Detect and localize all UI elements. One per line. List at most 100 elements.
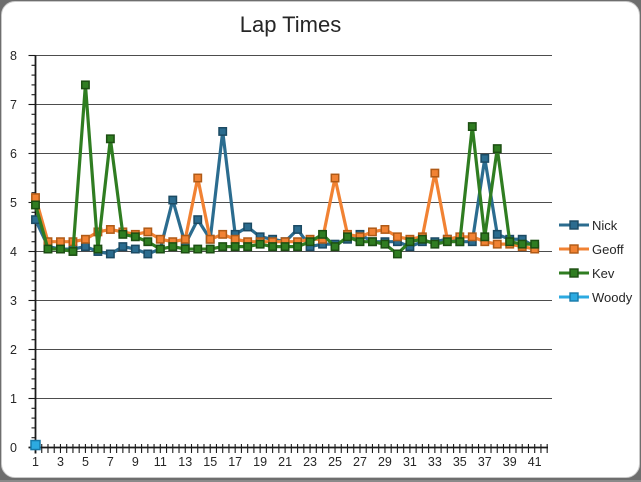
series-kev-marker (155, 244, 165, 254)
series-geoff-marker (218, 229, 228, 239)
legend-label-woody: Woody (592, 289, 633, 305)
series-nick-marker (168, 195, 178, 205)
series-geoff-marker (492, 239, 502, 249)
x-tick-label: 1 (32, 455, 39, 469)
series-geoff-marker (230, 234, 240, 244)
series-kev-marker (80, 80, 90, 90)
x-tick-label: 35 (453, 455, 467, 469)
series-kev-marker (355, 237, 365, 247)
x-tick-label: 39 (503, 455, 517, 469)
legend-marker-nick-icon (559, 220, 589, 230)
series-geoff-marker (392, 232, 402, 242)
legend-item-kev: Kev (558, 261, 632, 285)
series-kev-marker (193, 244, 203, 254)
series-nick-marker (480, 153, 490, 163)
y-tick-label: 7 (10, 98, 17, 112)
series-geoff-marker (56, 237, 65, 247)
legend-label-kev: Kev (592, 265, 615, 281)
chart-title: Lap Times (239, 12, 342, 37)
series-kev-marker (467, 122, 477, 131)
series-kev-marker (218, 242, 228, 252)
x-tick-label: 33 (428, 455, 442, 469)
x-tick-label: 9 (132, 455, 139, 469)
series-kev-marker (56, 244, 65, 254)
series-nick-marker (130, 244, 140, 254)
x-tick-label: 21 (278, 455, 292, 469)
y-tick-label: 8 (10, 49, 17, 63)
series-kev-marker (168, 242, 178, 252)
series-kev-marker (205, 244, 215, 254)
series-kev-marker (430, 239, 440, 249)
series-kev-marker (368, 237, 377, 247)
series-kev-marker (305, 237, 315, 247)
series-kev-marker (318, 229, 327, 239)
y-tick-label: 2 (10, 343, 17, 357)
series-kev-marker (417, 234, 427, 244)
series-kev-marker (505, 237, 515, 247)
series-kev-marker (243, 242, 253, 252)
series-kev-marker (118, 229, 128, 239)
x-tick-label: 11 (154, 455, 167, 469)
series-geoff-marker (31, 193, 40, 203)
series-kev-marker (230, 242, 240, 252)
y-tick-label: 0 (10, 441, 17, 455)
series-kev-marker (343, 232, 352, 242)
x-tick-label: 7 (107, 455, 114, 469)
series-kev-marker (405, 237, 415, 247)
legend-item-nick: Nick (558, 213, 632, 237)
series-nick-marker (105, 249, 115, 259)
series-kev-marker (43, 244, 53, 254)
series-kev-marker (492, 144, 502, 154)
series-nick-marker (193, 215, 203, 225)
x-tick-label: 37 (478, 455, 492, 469)
series-geoff-marker (430, 168, 440, 178)
series-kev-marker (455, 237, 465, 247)
series-kev-marker (517, 239, 527, 249)
legend-marker-woody-icon (559, 292, 589, 302)
legend-item-geoff: Geoff (558, 237, 632, 261)
y-tick-label: 4 (10, 245, 17, 259)
legend-item-woody: Woody (558, 285, 632, 309)
series-geoff-marker (205, 234, 215, 244)
legend-marker-geoff-icon (559, 244, 589, 254)
series-geoff-marker (105, 225, 115, 234)
legend: Nick Geoff Kev Woody (558, 213, 632, 309)
legend-label-nick: Nick (592, 217, 618, 233)
x-tick-label: 19 (253, 455, 267, 469)
series-nick-marker (492, 229, 502, 239)
series-kev-marker (130, 232, 140, 242)
series-nick-marker (118, 242, 128, 252)
series-geoff-marker (80, 234, 90, 244)
x-tick-label: 5 (82, 455, 89, 469)
series-geoff-marker (193, 173, 203, 183)
x-tick-label: 13 (178, 455, 192, 469)
x-tick-label: 41 (528, 455, 542, 469)
series-kev-marker (330, 242, 340, 252)
series-kev-marker (31, 200, 40, 210)
x-tick-label: 3 (57, 455, 64, 469)
x-tick-label: 17 (228, 455, 242, 469)
series-kev-marker (268, 242, 278, 252)
legend-label-geoff: Geoff (592, 241, 624, 257)
series-kev-marker (180, 244, 190, 254)
series-nick-marker (218, 127, 228, 136)
series-kev-marker (392, 249, 402, 259)
series-geoff-marker (380, 225, 390, 234)
series-geoff-marker (368, 227, 377, 237)
y-tick-label: 3 (10, 294, 17, 308)
y-tick-label: 6 (10, 147, 17, 161)
series-geoff-marker (155, 234, 165, 244)
series-kev-marker (93, 244, 103, 254)
series-kev-marker (105, 134, 115, 144)
x-tick-label: 23 (303, 455, 317, 469)
series-nick-marker (293, 225, 303, 234)
x-tick-label: 15 (203, 455, 217, 469)
series-geoff-marker (467, 232, 477, 242)
series-kev-marker (480, 232, 490, 242)
series-nick-marker (80, 242, 90, 252)
series-geoff-marker (180, 234, 190, 244)
series-kev-marker (255, 239, 265, 249)
y-tick-label: 1 (10, 392, 17, 406)
